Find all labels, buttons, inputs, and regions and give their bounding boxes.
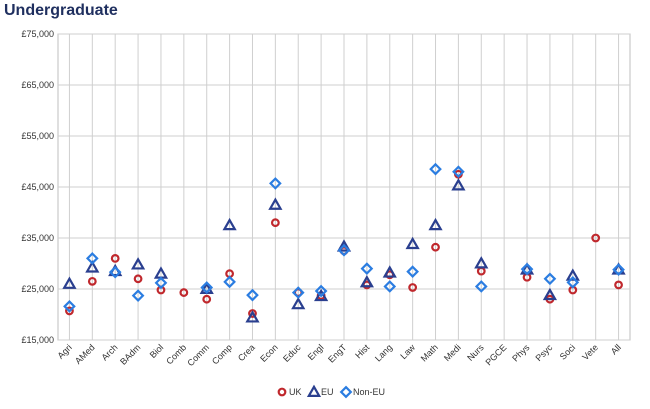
marker-non-eu (452, 165, 465, 179)
marker-non-eu (383, 280, 397, 293)
legend: UK EU Non-EU (277, 384, 385, 399)
marker-uk (591, 233, 601, 243)
x-tick-label: Phys (510, 342, 532, 364)
y-axis-ticks: £15,000 £25,000 £35,000 £45,000 £55,000 £65,0… (21, 29, 54, 345)
x-tick-label: Comm (185, 342, 211, 368)
y-tick-label: £15,000 (21, 335, 54, 345)
marker-non-eu (429, 162, 442, 176)
x-tick-label: Biol (148, 342, 166, 360)
x-tick-label: All (609, 342, 623, 356)
grid-lines (57, 33, 631, 341)
x-tick-label: Educ (281, 342, 303, 364)
marker-eu (565, 268, 580, 281)
marker-uk (65, 306, 74, 316)
marker-eu (62, 276, 77, 289)
x-tick-label: BAdm (118, 342, 142, 366)
marker-uk (87, 276, 97, 286)
marker-non-eu (612, 263, 625, 276)
marker-non-eu (406, 265, 419, 279)
marker-uk (179, 288, 189, 297)
marker-non-eu (314, 284, 328, 298)
x-tick-label: EngT (326, 342, 349, 365)
marker-non-eu (246, 288, 259, 302)
marker-eu (268, 197, 283, 210)
x-tick-label: Engl (306, 342, 326, 362)
data-markers (62, 162, 626, 323)
marker-non-eu (108, 265, 122, 279)
marker-uk (133, 274, 143, 284)
marker-uk (408, 283, 418, 292)
y-tick-label: £45,000 (21, 182, 54, 192)
x-tick-label: Soci (558, 342, 577, 361)
legend-label-uk: UK (289, 387, 302, 397)
x-tick-label: Comp (210, 342, 234, 366)
x-tick-label: Econ (258, 342, 280, 364)
chart-title: Undergraduate (4, 2, 118, 19)
y-tick-label: £55,000 (21, 131, 54, 141)
marker-eu (336, 239, 352, 252)
marker-uk (270, 218, 280, 228)
marker-non-eu (63, 299, 76, 313)
x-tick-label: Crea (236, 342, 257, 363)
x-tick-label: Lang (373, 342, 394, 363)
marker-non-eu (291, 286, 305, 299)
marker-eu (451, 178, 466, 191)
x-tick-label: Math (419, 342, 440, 363)
marker-non-eu (131, 289, 145, 302)
marker-non-eu (223, 275, 236, 289)
marker-uk (614, 280, 623, 290)
legend-marker-eu (306, 384, 322, 397)
x-tick-label: Medi (442, 342, 463, 363)
marker-eu (359, 274, 374, 288)
x-tick-label: Hist (353, 342, 371, 360)
marker-non-eu (269, 177, 282, 190)
x-tick-label: PGCE (483, 342, 508, 367)
marker-eu (314, 288, 329, 302)
x-tick-label: Psyc (533, 342, 554, 363)
legend-marker-uk (277, 387, 287, 397)
y-tick-label: £75,000 (21, 29, 54, 39)
marker-uk (202, 294, 212, 304)
marker-non-eu (85, 252, 99, 265)
marker-non-eu (474, 280, 488, 293)
marker-eu (382, 265, 397, 278)
marker-eu (130, 257, 146, 270)
y-tick-label: £25,000 (21, 284, 54, 294)
x-tick-label: Vete (580, 342, 600, 362)
marker-non-eu (337, 243, 351, 257)
legend-marker-non-eu (339, 385, 353, 399)
marker-eu (428, 217, 443, 231)
y-tick-label: £35,000 (21, 233, 54, 243)
x-tick-label: Agri (55, 342, 73, 360)
marker-uk (110, 253, 120, 263)
marker-eu (542, 287, 558, 301)
x-tick-label: AMed (73, 342, 97, 366)
marker-eu (405, 236, 420, 250)
marker-non-eu (566, 276, 580, 289)
marker-eu (85, 260, 100, 273)
legend-label-non-eu: Non-EU (353, 387, 385, 397)
x-tick-label: Comb (164, 342, 188, 366)
marker-eu (245, 310, 260, 323)
y-tick-label: £65,000 (21, 80, 54, 90)
marker-non-eu (200, 281, 214, 294)
marker-eu (222, 217, 237, 231)
x-tick-label: Arch (99, 342, 119, 362)
legend-label-eu: EU (321, 387, 334, 397)
marker-non-eu (360, 262, 374, 275)
x-tick-label: Law (398, 342, 417, 361)
marker-eu (291, 296, 306, 310)
marker-non-eu (543, 272, 557, 286)
marker-non-eu (520, 262, 534, 276)
marker-uk (431, 242, 440, 252)
marker-eu (474, 256, 489, 269)
marker-non-eu (154, 276, 168, 290)
